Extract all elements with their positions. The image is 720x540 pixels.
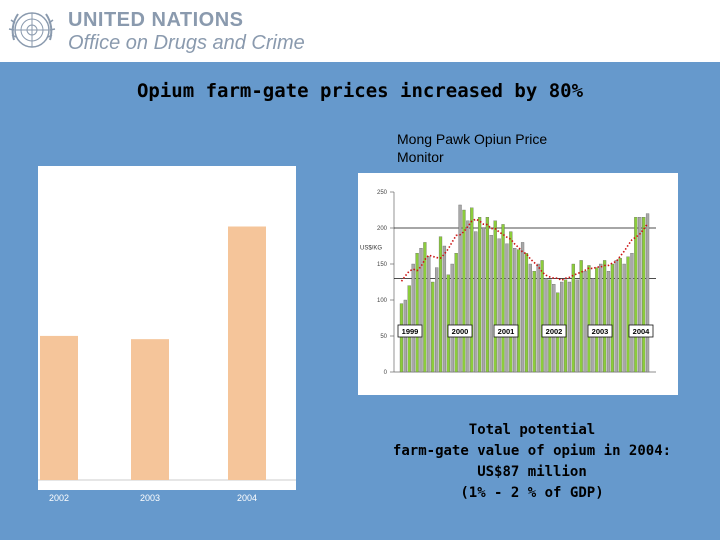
mp-bar-49 — [587, 265, 591, 373]
summary-line3: US$87 million — [477, 464, 587, 480]
mp-year-box-2001 — [493, 324, 519, 338]
mp-bar-22 — [481, 227, 486, 373]
mp-bar-16 — [458, 204, 462, 373]
mp-bar-44 — [567, 281, 572, 373]
mp-bar-62 — [638, 217, 642, 373]
mp-bar-45 — [571, 263, 575, 373]
mp-bar-19 — [470, 207, 474, 373]
mp-bar-52 — [599, 263, 603, 373]
mp-bar-13 — [446, 274, 450, 373]
summary-line2: farm-gate value of opium in 2004: — [392, 443, 672, 459]
mp-bar-9 — [431, 281, 435, 373]
mong-pawk-title-line1: Mong Pawk Opiun Price — [397, 131, 548, 147]
mp-bar-63 — [642, 217, 646, 373]
header: UNITED NATIONS Office on Drugs and Crime — [0, 0, 720, 62]
mp-bar-20 — [474, 231, 478, 373]
mp-bar-46 — [575, 279, 579, 373]
mp-bar-33 — [524, 253, 529, 373]
mp-bar-26 — [497, 238, 501, 373]
mp-bar-29 — [509, 231, 513, 373]
mp-year-box-2004 — [628, 324, 654, 338]
summary-text: Total potential farm-gate value of opium… — [382, 420, 682, 504]
mp-bar-15 — [454, 253, 458, 373]
shan-chart-title-line2: State — [91, 250, 131, 267]
mp-bar-27 — [501, 224, 505, 373]
mp-year-label-2002: 2002 — [546, 327, 563, 336]
mong-pawk-chart-panel: 0 50 100 150 200 250 US$/KG 1999 2000 2001 2002 200… — [358, 173, 678, 395]
mp-y-tick-100: 100 — [377, 298, 388, 304]
mp-bar-4 — [411, 263, 415, 373]
mp-bar-6 — [419, 248, 423, 373]
mp-bar-8 — [427, 256, 431, 373]
mp-bar-11 — [438, 236, 443, 373]
mp-bar-12 — [442, 245, 447, 373]
mp-bar-7 — [423, 242, 427, 373]
un-emblem-icon — [8, 12, 56, 48]
mp-y-tick-0: 0 — [384, 370, 388, 376]
mp-y-tick-200: 200 — [377, 226, 388, 232]
summary-line4: (1% - 2 % of GDP) — [460, 485, 604, 501]
mp-bar-61 — [634, 217, 638, 373]
mp-year-label-1999: 1999 — [402, 327, 419, 336]
org-name: UNITED NATIONS — [68, 9, 244, 31]
mp-year-box-2002 — [541, 324, 567, 338]
mp-bar-53 — [602, 260, 607, 373]
mp-bar-18 — [466, 220, 470, 373]
mp-y-tick-150: 150 — [377, 262, 388, 268]
mp-bar-48 — [583, 271, 587, 373]
mp-bar-31 — [517, 249, 521, 373]
shan-chart-title: All Shan State — [91, 229, 201, 269]
mong-pawk-title-line2: Monitor — [397, 149, 444, 165]
mp-bar-54 — [606, 271, 611, 373]
mp-year-box-2003 — [587, 324, 613, 338]
org-subtitle: Office on Drugs and Crime — [68, 32, 305, 54]
mp-bar-47 — [579, 260, 583, 373]
mp-bar-14 — [450, 263, 454, 373]
mp-bar-17 — [462, 209, 466, 373]
mp-year-label-2004: 2004 — [633, 327, 651, 336]
shan-chart-title-line1: All Shan — [91, 230, 156, 247]
mp-bar-1 — [399, 303, 404, 373]
mp-bar-55 — [610, 263, 615, 373]
mong-pawk-title: Mong Pawk Opiun Price Monitor — [397, 130, 617, 166]
mp-bar-37 — [540, 260, 544, 373]
mp-bar-56 — [614, 260, 618, 373]
mp-bar-35 — [532, 271, 536, 373]
mp-year-box-1999 — [397, 324, 423, 338]
mp-trend-line — [400, 218, 649, 282]
mp-y-tick-250: 250 — [377, 190, 388, 196]
mp-bar-36 — [536, 263, 540, 373]
mp-bar-59 — [626, 256, 630, 373]
mp-bar-51 — [595, 267, 599, 373]
mp-bar-60 — [630, 253, 634, 373]
mp-bar-34 — [528, 263, 532, 373]
mp-year-label-2001: 2001 — [498, 327, 515, 336]
summary-line1: Total potential — [468, 422, 596, 438]
mp-y-axis-label: US$/KG — [360, 246, 382, 252]
mp-bar-32 — [520, 242, 525, 373]
mp-bar-23 — [485, 217, 490, 373]
mong-pawk-chart: 0 50 100 150 200 250 US$/KG 1999 2000 2001 2002 200… — [360, 190, 656, 376]
mp-year-label-2003: 2003 — [592, 327, 609, 336]
mp-y-tick-50: 50 — [380, 334, 387, 340]
mp-bar-24 — [489, 235, 493, 373]
mp-bar-25 — [493, 220, 497, 373]
mp-bar-58 — [622, 263, 626, 373]
mp-bar-10 — [435, 267, 439, 373]
mp-year-box-2000 — [447, 324, 473, 338]
mp-bar-64 — [645, 213, 650, 373]
mp-bar-30 — [513, 248, 517, 373]
slide-title: Opium farm-gate prices increased by 80% — [136, 80, 584, 102]
mp-bar-28 — [505, 243, 509, 373]
mp-year-label-2000: 2000 — [452, 327, 469, 336]
mp-bar-5 — [415, 253, 419, 373]
mp-bar-21 — [477, 217, 482, 373]
mp-bar-57 — [618, 258, 622, 373]
